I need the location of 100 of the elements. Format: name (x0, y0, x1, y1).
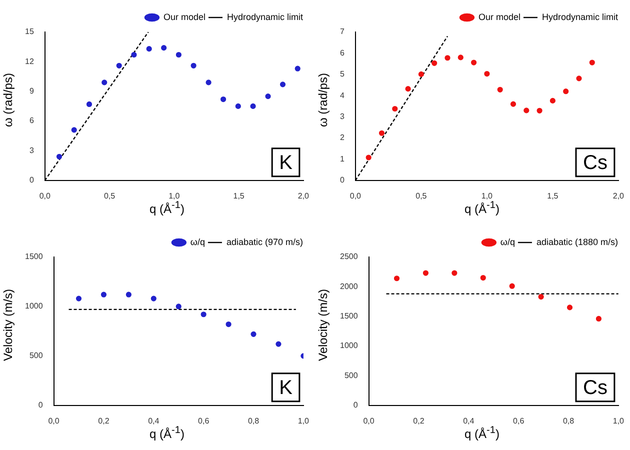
y-axis-title: ω (rad/ps) (1, 72, 15, 128)
y-tick-label: 6 (340, 48, 345, 58)
x-axis-title: q (Å$^{-1}$) (464, 425, 500, 441)
point (566, 304, 573, 310)
point (394, 276, 400, 282)
point (458, 54, 464, 60)
point (452, 270, 458, 276)
x-tick-label: 0,5 (416, 191, 428, 200)
x-tick-label: 0,0 (363, 416, 375, 426)
y-tick-label: 2 (340, 133, 345, 142)
x-tick-label: 1,5 (233, 191, 245, 200)
y-tick-label: 2000 (340, 282, 358, 291)
y-tick-label: 6 (29, 116, 34, 126)
x-tick-label: 0,4 (148, 416, 160, 426)
legend-label: adiabatic (970 m/s) (226, 236, 304, 247)
x-tick-label: 1,5 (547, 191, 559, 200)
point (444, 55, 450, 61)
point (76, 296, 82, 302)
point (206, 80, 212, 86)
point (200, 312, 206, 318)
y-tick-label: 0 (353, 400, 358, 410)
point (226, 321, 232, 328)
point (150, 296, 156, 302)
x-tick-label: 0,0 (350, 191, 362, 200)
legend-label: ω/q (190, 236, 205, 247)
point (161, 45, 167, 51)
legend-label: Our model (478, 12, 520, 22)
point (378, 130, 385, 136)
y-tick-label: 1 (340, 154, 345, 164)
y-tick-label: 5 (340, 70, 345, 79)
annotation: K (279, 152, 294, 174)
point (176, 52, 182, 58)
point (116, 62, 122, 68)
y-axis-title: Velocity (m/s) (1, 288, 15, 362)
legend-label: Our model (163, 12, 206, 22)
point (100, 292, 107, 298)
point (102, 80, 108, 86)
y-axis-title: ω (rad/ps) (316, 72, 330, 128)
point (536, 108, 542, 114)
y-tick-label: 9 (29, 86, 34, 96)
legend-label: adiabatic (1880 m/s) (536, 236, 618, 247)
y-tick-label: 1500 (340, 312, 358, 321)
point (538, 294, 544, 300)
x-axis-title: q (Å$^{-1}$) (148, 425, 186, 441)
y-tick-label: 2500 (340, 252, 358, 262)
point (276, 341, 282, 347)
point (235, 103, 241, 109)
x-tick-label: 1,0 (481, 191, 494, 200)
point (576, 76, 582, 82)
legend-label: Hydrodynamic limit (226, 12, 304, 22)
point (131, 52, 137, 58)
y-tick-label: 1000 (25, 302, 44, 311)
point (56, 154, 62, 160)
x-tick-label: 2,0 (298, 191, 310, 200)
annotation: K (279, 376, 294, 399)
point (510, 101, 516, 107)
point (596, 316, 602, 322)
x-tick-label: 0,2 (98, 416, 110, 426)
x-tick-label: 2,0 (612, 191, 625, 200)
point (250, 103, 256, 109)
point (563, 88, 569, 94)
y-tick-label: 500 (29, 351, 44, 360)
x-tick-label: 1,0 (298, 416, 310, 426)
x-tick-label: 0,0 (39, 191, 52, 200)
point (250, 331, 256, 337)
legend-label: ω/q (500, 236, 515, 247)
x-axis-title: q (Å$^{-1}$) (148, 200, 186, 216)
x-tick-label: 0,6 (513, 416, 525, 426)
point (509, 283, 515, 289)
point (86, 101, 92, 108)
x-tick-label: 0,6 (198, 416, 210, 426)
point (480, 274, 486, 281)
y-tick-label: 4 (340, 90, 345, 100)
x-tick-label: 0,5 (104, 191, 116, 200)
y-tick-label: 0 (340, 176, 345, 185)
y-tick-label: 500 (344, 370, 358, 380)
x-axis-title: q (Å$^{-1}$) (464, 200, 500, 216)
y-tick-label: 0 (38, 400, 44, 410)
point (294, 66, 300, 72)
x-tick-label: 1,0 (168, 191, 180, 200)
y-tick-label: 3 (340, 112, 345, 122)
x-tick-label: 1,0 (612, 416, 625, 426)
x-tick-label: 0,0 (48, 416, 60, 426)
x-tick-label: 0,8 (248, 416, 260, 426)
y-tick-label: 15 (24, 27, 34, 36)
point (176, 304, 182, 310)
y-tick-label: 7 (340, 27, 345, 36)
point (524, 108, 530, 114)
point (265, 94, 271, 100)
x-tick-label: 0,4 (463, 416, 475, 426)
point (126, 292, 132, 298)
y-axis-title: Velocity (m/s) (316, 288, 330, 362)
point (190, 62, 196, 68)
point (497, 86, 503, 92)
point (405, 86, 411, 92)
point (418, 71, 424, 77)
y-tick-label: 3 (29, 146, 34, 155)
x-tick-label: 0,2 (413, 416, 425, 426)
legend-label: Hydrodynamic limit (542, 12, 618, 22)
point (470, 60, 477, 66)
